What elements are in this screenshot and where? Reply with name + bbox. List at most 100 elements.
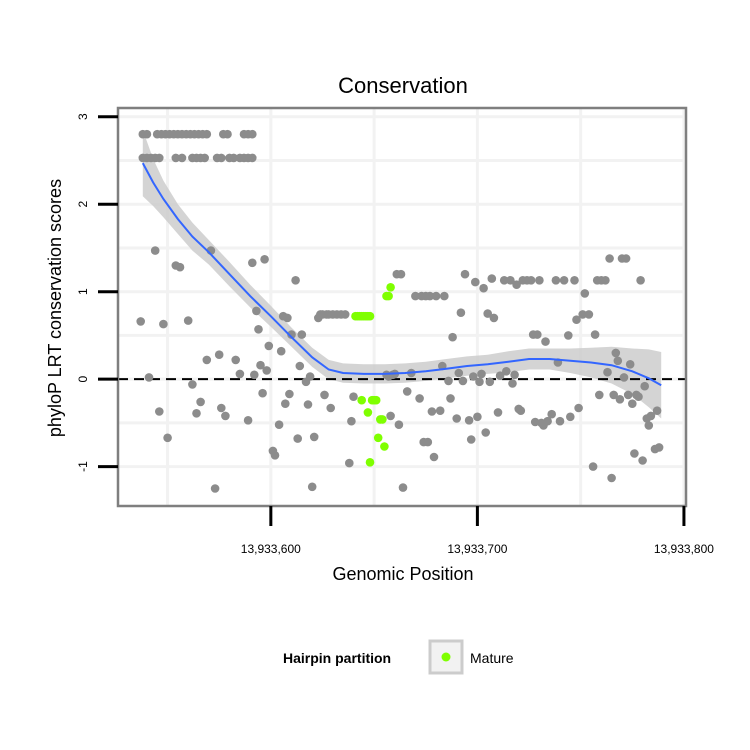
- other-point: [601, 276, 610, 285]
- other-point: [611, 348, 621, 358]
- other-point: [431, 291, 441, 301]
- other-point: [235, 369, 245, 379]
- x-axis: 13,933,600 13,933,700 13,933,800: [241, 506, 714, 556]
- y-tick-label: 1: [76, 288, 90, 295]
- y-axis: -1 0 1 2 3: [76, 113, 118, 472]
- other-point: [283, 313, 292, 323]
- other-point: [297, 330, 307, 339]
- other-point: [595, 390, 604, 400]
- other-point: [214, 350, 224, 360]
- other-point: [570, 276, 579, 285]
- other-point: [171, 153, 181, 163]
- other-point: [619, 373, 629, 382]
- other-point: [456, 308, 466, 318]
- other-point: [547, 409, 556, 419]
- other-point: [607, 473, 616, 483]
- other-point: [502, 367, 511, 376]
- other-point: [229, 153, 238, 163]
- other-point: [634, 392, 643, 402]
- other-point: [572, 315, 581, 325]
- other-point: [623, 390, 633, 400]
- other-point: [347, 416, 356, 426]
- legend-key-mature-dot: [441, 652, 451, 662]
- other-point: [386, 411, 395, 421]
- other-point: [248, 153, 257, 163]
- other-point: [250, 370, 259, 380]
- x-tick-label: 13,933,600: [241, 542, 301, 556]
- other-point: [564, 331, 573, 340]
- mature-point: [386, 283, 395, 292]
- other-point: [200, 153, 209, 163]
- other-point: [590, 330, 600, 339]
- other-point: [221, 411, 230, 421]
- other-point: [188, 380, 197, 389]
- other-point: [248, 129, 257, 139]
- other-point: [473, 412, 482, 422]
- other-point: [254, 325, 263, 334]
- other-point: [202, 129, 212, 139]
- other-point: [652, 406, 662, 416]
- other-point: [613, 356, 623, 366]
- other-point: [508, 379, 517, 388]
- other-point: [628, 399, 637, 409]
- other-point: [349, 392, 358, 402]
- other-point: [326, 403, 336, 413]
- other-point: [471, 277, 480, 287]
- other-point: [489, 313, 499, 323]
- other-point: [202, 355, 212, 365]
- other-point: [159, 319, 168, 329]
- legend-label-mature: Mature: [470, 650, 514, 666]
- other-point: [231, 355, 240, 365]
- other-point: [654, 443, 664, 452]
- other-point: [533, 330, 542, 339]
- other-point: [415, 394, 424, 403]
- other-point: [258, 388, 267, 398]
- loess-smooth-line: [141, 162, 662, 387]
- other-point: [464, 416, 474, 425]
- other-point: [440, 291, 449, 301]
- other-point: [477, 369, 486, 379]
- other-point: [396, 269, 406, 279]
- y-tick-label: 0: [76, 376, 90, 383]
- other-point: [452, 414, 462, 423]
- other-point: [262, 366, 272, 375]
- legend-title: Hairpin partition: [283, 650, 391, 666]
- other-point: [535, 276, 544, 285]
- other-point: [210, 484, 220, 493]
- other-point: [466, 435, 476, 444]
- plot-panel: [118, 108, 686, 506]
- other-point: [469, 372, 478, 381]
- other-point: [506, 276, 515, 285]
- other-point: [217, 153, 226, 163]
- other-point: [483, 309, 493, 318]
- other-point: [293, 434, 303, 443]
- other-point: [630, 449, 639, 458]
- mature-point: [365, 311, 375, 321]
- other-point: [260, 254, 269, 264]
- other-point: [217, 403, 226, 413]
- other-point: [551, 276, 561, 285]
- other-point: [444, 376, 453, 386]
- mature-point: [365, 458, 375, 467]
- other-point: [340, 310, 350, 319]
- mature-point: [371, 395, 381, 405]
- other-point: [625, 360, 635, 369]
- other-point: [155, 153, 164, 163]
- x-tick-label: 13,933,800: [654, 542, 714, 556]
- other-point: [605, 254, 614, 263]
- other-point: [402, 387, 412, 396]
- mature-point: [363, 408, 373, 417]
- other-point: [136, 317, 145, 326]
- other-point: [580, 289, 590, 298]
- other-point: [274, 420, 284, 430]
- other-point: [183, 316, 193, 325]
- other-point: [281, 399, 290, 409]
- other-point: [621, 254, 631, 263]
- other-point: [427, 407, 437, 416]
- plot-panel-border: [116, 106, 688, 508]
- other-point: [196, 397, 205, 407]
- other-point: [516, 406, 526, 416]
- y-axis-title: phyloP LRT conservation scores: [45, 179, 65, 437]
- other-point: [475, 377, 484, 387]
